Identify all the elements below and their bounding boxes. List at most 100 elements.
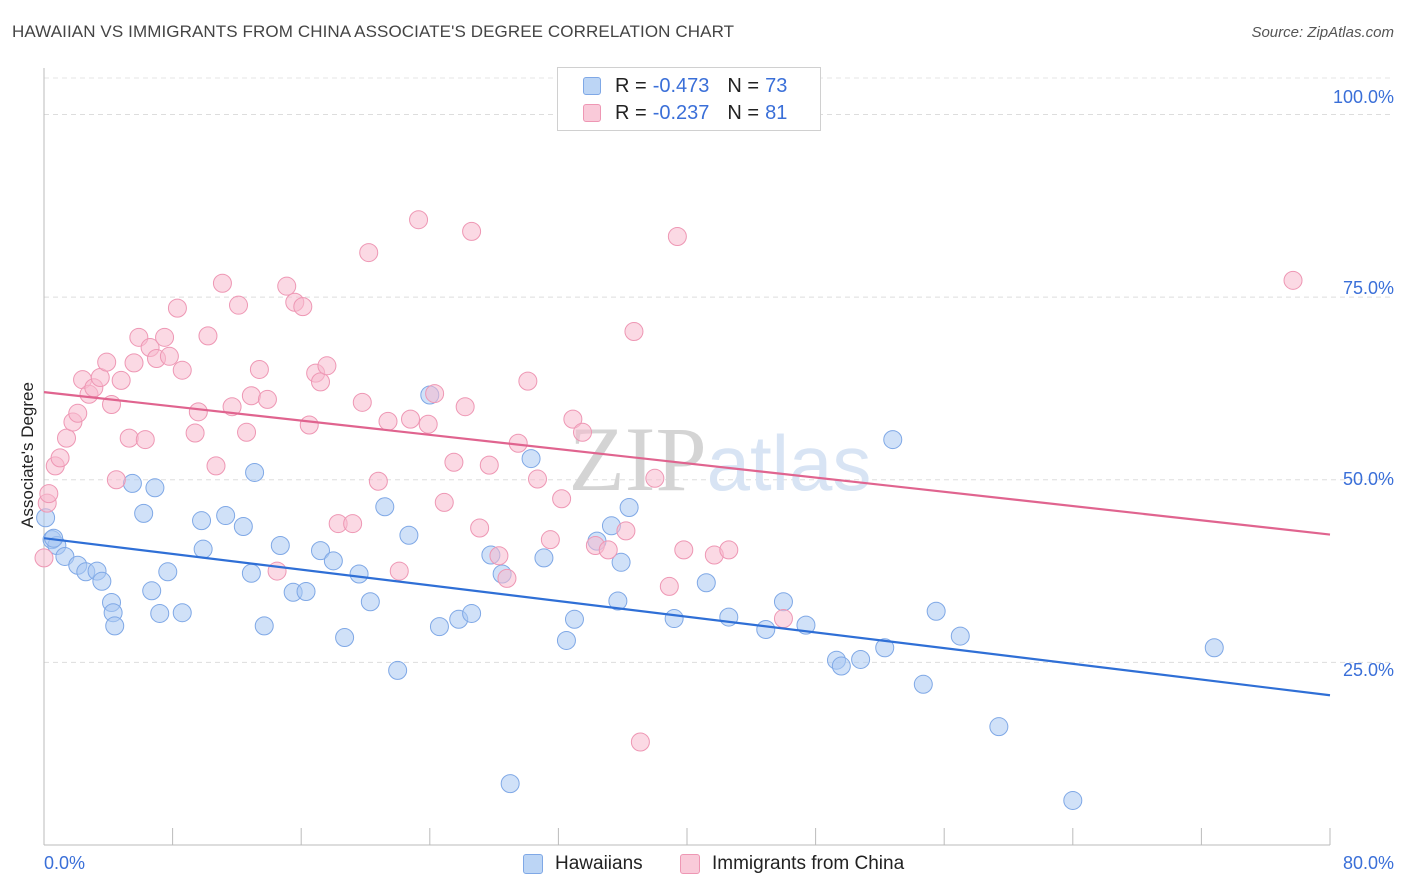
data-point [773, 592, 793, 612]
correlation-legend: R = -0.473 N = 73 R = -0.237 N = 81 [557, 67, 821, 131]
legend-swatch-pink [583, 104, 601, 122]
data-point [444, 452, 464, 472]
data-point [193, 539, 213, 559]
data-point [674, 540, 694, 560]
hawaiians-trend-line [43, 537, 1331, 697]
data-point [57, 428, 77, 448]
data-point [237, 422, 257, 442]
data-point [756, 620, 776, 640]
data-point [159, 346, 179, 366]
data-point [270, 536, 290, 556]
data-point [378, 411, 398, 431]
legend-r-label: R = [615, 101, 647, 124]
legend-n-value: 73 [765, 74, 788, 97]
data-point [92, 571, 112, 591]
data-point [293, 297, 313, 317]
data-point [489, 546, 509, 566]
data-point [455, 397, 475, 417]
data-point [989, 717, 1009, 737]
legend-r-label: R = [615, 74, 647, 97]
data-point [521, 449, 541, 469]
data-point [375, 497, 395, 517]
data-point [659, 576, 679, 596]
data-point [106, 470, 126, 490]
source-label: Source: ZipAtlas.com [1251, 24, 1394, 41]
data-point [418, 414, 438, 434]
data-point [368, 471, 388, 491]
data-point [425, 384, 445, 404]
axes [43, 68, 1331, 846]
data-point [831, 656, 851, 676]
data-point [222, 397, 242, 417]
data-point [317, 356, 337, 376]
data-point [552, 489, 572, 509]
legend-row-hawaiians: R = -0.473 N = 73 [583, 73, 787, 99]
data-point [619, 498, 639, 518]
data-point [851, 649, 871, 669]
data-point [462, 603, 482, 623]
data-point [299, 415, 319, 435]
data-point [773, 609, 793, 629]
data-point [399, 525, 419, 545]
data-point [479, 455, 499, 475]
data-point [111, 370, 131, 390]
data-point [206, 456, 226, 476]
data-point [172, 603, 192, 623]
data-point [267, 561, 287, 581]
data-point [323, 551, 343, 571]
data-point [34, 548, 54, 568]
data-point [145, 478, 165, 498]
data-point [608, 591, 628, 611]
data-point [563, 409, 583, 429]
data-point [556, 630, 576, 650]
data-point [388, 660, 408, 680]
data-point [68, 403, 88, 423]
data-point [142, 581, 162, 601]
y-tick-label: 25.0% [1342, 660, 1394, 680]
data-point [349, 564, 369, 584]
data-point [134, 503, 154, 523]
data-point [462, 221, 482, 241]
data-point [245, 462, 265, 482]
data-point [343, 514, 363, 534]
data-point [950, 626, 970, 646]
data-point [249, 359, 269, 379]
data-point [573, 422, 593, 442]
data-point [913, 674, 933, 694]
data-point [150, 603, 170, 623]
data-point [667, 227, 687, 247]
data-point [105, 616, 125, 636]
data-point [277, 276, 297, 296]
y-axis-label: Associate's Degree [18, 382, 37, 528]
data-point [1283, 270, 1303, 290]
data-point [167, 298, 187, 318]
data-point [719, 540, 739, 560]
data-point [497, 568, 517, 588]
data-point [39, 484, 59, 504]
legend-r-value: -0.473 [652, 74, 710, 97]
legend-n-label: N = [727, 74, 760, 97]
data-point [645, 468, 665, 488]
data-point [310, 372, 330, 392]
y-tick-label: 75.0% [1342, 278, 1394, 298]
legend-n-value: 81 [765, 101, 788, 124]
x-tick-label: 0.0% [44, 853, 86, 873]
data-point [434, 492, 454, 512]
data-point [926, 601, 946, 621]
data-point [624, 321, 644, 341]
data-point [216, 506, 236, 526]
data-point [875, 638, 895, 658]
data-point [352, 392, 372, 412]
legend-row-china: R = -0.237 N = 81 [583, 100, 787, 126]
data-point [124, 353, 144, 373]
data-point [254, 616, 274, 636]
data-point [135, 430, 155, 450]
y-tick-label: 50.0% [1342, 469, 1394, 489]
data-point [500, 774, 520, 794]
china-trend-line [43, 391, 1331, 536]
data-point [696, 573, 716, 593]
data-point [359, 243, 379, 263]
bottom-legend-label: Immigrants from China [712, 853, 905, 874]
data-point [630, 732, 650, 752]
data-point [1063, 790, 1083, 810]
